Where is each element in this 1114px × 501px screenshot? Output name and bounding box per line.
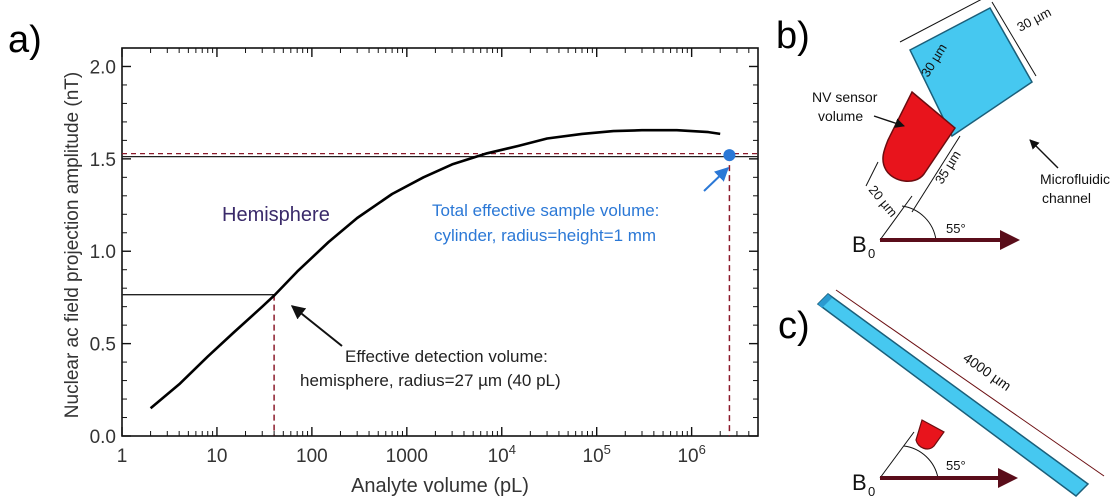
length-label: 4000 µm xyxy=(960,349,1014,394)
channel-label-line1: Microfluidic xyxy=(1040,171,1110,187)
x-tick-label-4: 104 xyxy=(488,442,516,467)
panel-b-label: b) xyxy=(776,15,810,57)
x-tick-label-3: 1000 xyxy=(386,446,428,467)
panel-b-diagram: 30 µm 30 µm 20 µm 35 µm NV sensor volume… xyxy=(812,0,1110,261)
plot-frame xyxy=(121,47,759,437)
total-volume-annotation-line1: Total effective sample volume: xyxy=(432,201,659,220)
microfluidic-channel-shape xyxy=(909,6,1033,138)
effective-volume-annotation-line2: hemisphere, radius=27 µm (40 pL) xyxy=(300,371,561,390)
dim-line-lower-left xyxy=(865,161,879,187)
length-dim-line xyxy=(835,289,1105,477)
field-subscript-b: 0 xyxy=(868,246,875,261)
angle-ray-b xyxy=(879,195,913,241)
field-arrowhead-c xyxy=(998,468,1018,488)
angle-label-c: 55° xyxy=(946,458,966,473)
reference-lines xyxy=(122,153,758,436)
field-arrowhead-b xyxy=(1000,230,1020,250)
total-volume-annotation-line2: cylinder, radius=height=1 mm xyxy=(434,226,656,245)
dim-line-top-left xyxy=(899,0,982,43)
dim-top-right-label: 30 µm xyxy=(1014,4,1053,34)
x-axis-label: Analyte volume (pL) xyxy=(351,475,529,497)
y-axis-label: Nuclear ac field projection amplitude (n… xyxy=(62,72,83,418)
panel-c-label: c) xyxy=(778,305,810,347)
panel-c-diagram: 4000 µm 55° B 0 xyxy=(816,289,1105,499)
x-tick-label-2: 100 xyxy=(296,446,328,467)
channel-label-line2: channel xyxy=(1042,190,1091,206)
total-volume-arrow xyxy=(703,167,730,192)
angle-label-b: 55° xyxy=(946,221,966,236)
nv-sensor-pointer xyxy=(873,115,905,128)
y-tick-label-1: 0.5 xyxy=(90,335,116,356)
chart: 1 10 100 1000 104 105 106 0.0 0.5 1.0 1.5 2.0 Analy… xyxy=(62,47,759,497)
axis-ticks: 1 10 100 1000 104 105 106 0.0 0.5 1.0 1.5 2.0 xyxy=(90,48,759,467)
nv-sensor-label-line1: NV sensor xyxy=(812,89,878,105)
dim-line-top-right xyxy=(991,1,1037,77)
x-tick-label-5: 105 xyxy=(583,442,611,467)
series-line-0 xyxy=(149,128,721,410)
panel-a-label: a) xyxy=(8,19,42,61)
long-channel-end xyxy=(818,294,832,308)
nv-sensor-shape xyxy=(882,90,956,182)
dim-lower-left-label: 20 µm xyxy=(866,182,901,220)
angle-arc-c xyxy=(903,445,939,479)
field-subscript-c: 0 xyxy=(868,484,875,499)
y-tick-label-2: 1.0 xyxy=(90,242,116,263)
dim-line-lower-right xyxy=(911,135,961,213)
nv-sensor-shape-c xyxy=(915,419,945,450)
y-tick-label-4: 2.0 xyxy=(90,57,116,78)
x-tick-label-0: 1 xyxy=(117,446,128,467)
effective-volume-annotation-line1: Effective detection volume: xyxy=(345,347,548,366)
hemisphere-label: Hemisphere xyxy=(222,204,330,226)
angle-arc-b xyxy=(901,205,937,241)
nv-sensor-label-line2: volume xyxy=(818,108,863,124)
field-label-c: B xyxy=(852,470,867,495)
x-tick-label-1: 10 xyxy=(206,446,227,467)
field-label-b: B xyxy=(852,232,867,257)
series-group xyxy=(149,128,736,410)
channel-pointer xyxy=(1029,139,1059,169)
effective-volume-arrow xyxy=(290,305,343,347)
y-tick-label-0: 0.0 xyxy=(90,427,116,448)
y-tick-label-3: 1.5 xyxy=(90,150,116,171)
x-tick-label-6: 106 xyxy=(677,442,705,467)
highlight-point xyxy=(723,149,736,162)
angle-ray-c xyxy=(879,431,915,479)
